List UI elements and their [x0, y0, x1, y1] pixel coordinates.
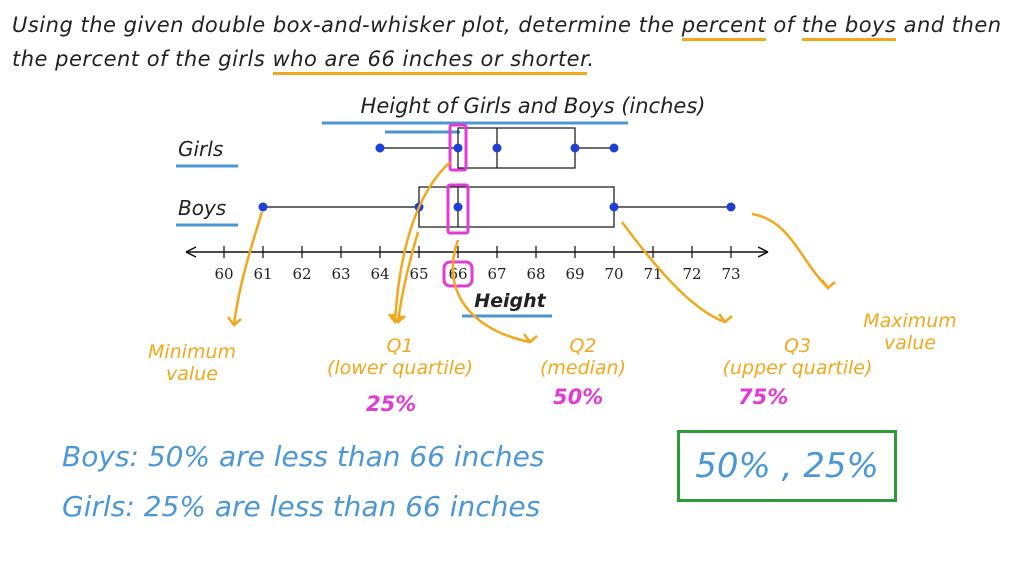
tick-label: 61: [253, 265, 272, 283]
arrow-q3: [620, 221, 726, 324]
arrow-minimum-head: [227, 316, 242, 327]
arrow-boys-q1: [396, 231, 420, 323]
q3-annotation: Q3 (upper quartile): [700, 335, 895, 379]
minimum-label: Minimum value: [147, 341, 237, 385]
boys-summary: Boys: 50% are less than 66 inches: [62, 440, 545, 473]
answer-box: 50% , 25%: [677, 430, 897, 502]
minimum-annotation: Minimum value: [142, 341, 242, 385]
arrow-maximum: [751, 212, 829, 289]
q3-percent: 75%: [738, 385, 789, 409]
tick-label: 72: [682, 265, 701, 283]
arrow-boys-q1-head: [391, 313, 406, 324]
question-part-2: of: [766, 13, 802, 37]
data-point: [258, 202, 268, 212]
q2-label: Q2 (median): [539, 335, 627, 379]
tick-label: 69: [565, 265, 584, 283]
highlight-boys-66: [446, 183, 470, 235]
tick-label: 63: [331, 265, 350, 283]
arrow-minimum: [232, 211, 264, 326]
series-label-boys: Boys: [178, 196, 226, 220]
q2-annotation: Q2 (median): [528, 335, 638, 379]
q1-percent: 25%: [366, 392, 417, 416]
x-axis-arrow-right: [757, 246, 769, 258]
chart-title: Height of Girls and Boys (inches): [361, 94, 706, 118]
data-point: [570, 143, 580, 153]
girls-summary: Girls: 25% are less than 66 inches: [62, 490, 541, 523]
question-part-5: who are 66 inches or shorter: [272, 47, 588, 75]
arrow-q2-head: [523, 333, 538, 344]
data-point: [375, 143, 385, 153]
tick-label: 67: [487, 265, 506, 283]
x-axis-label: Height: [474, 290, 546, 312]
tick-label: 71: [643, 265, 662, 283]
arrow-q3-head: [718, 313, 733, 324]
data-point: [492, 143, 502, 153]
series-label-girls: Girls: [178, 137, 223, 161]
tick-label: 65: [409, 265, 428, 283]
q3-label: Q3 (upper quartile): [722, 335, 873, 379]
arrow-maximum-head: [821, 279, 836, 290]
tick-label: 66: [448, 265, 467, 283]
question-part-1: percent: [681, 13, 767, 41]
x-axis-arrow-left: [185, 246, 197, 258]
highlight-tick-66: [442, 260, 474, 288]
tick-label: 68: [526, 265, 545, 283]
q1-label: Q1 (lower quartile): [326, 335, 474, 379]
q1-annotation: Q1 (lower quartile): [310, 335, 490, 379]
q2-percent: 50%: [553, 385, 604, 409]
arrow-girls-q1: [393, 161, 451, 323]
data-point: [609, 202, 619, 212]
question-part-3: the boys: [801, 13, 897, 41]
maximum-annotation: Maximum value: [830, 310, 990, 354]
question-part-6: .: [587, 47, 595, 71]
question-text: Using the given double box-and-whisker p…: [12, 8, 1012, 76]
answer-text: 50% , 25%: [695, 446, 879, 486]
tick-label: 73: [721, 265, 740, 283]
tick-label: 62: [292, 265, 311, 283]
highlight-girls-66: [448, 123, 468, 172]
data-point: [453, 202, 463, 212]
maximum-label: Maximum value: [863, 310, 957, 354]
tick-label: 60: [214, 265, 233, 283]
question-part-0: Using the given double box-and-whisker p…: [12, 13, 682, 37]
arrow-q2: [451, 239, 531, 344]
question-part-4: and then the percent of the girls: [12, 13, 1002, 71]
data-point: [609, 143, 619, 153]
tick-label: 64: [370, 265, 389, 283]
data-point: [453, 143, 463, 153]
box: [457, 127, 576, 169]
data-point: [726, 202, 736, 212]
tick-label: 70: [604, 265, 623, 283]
